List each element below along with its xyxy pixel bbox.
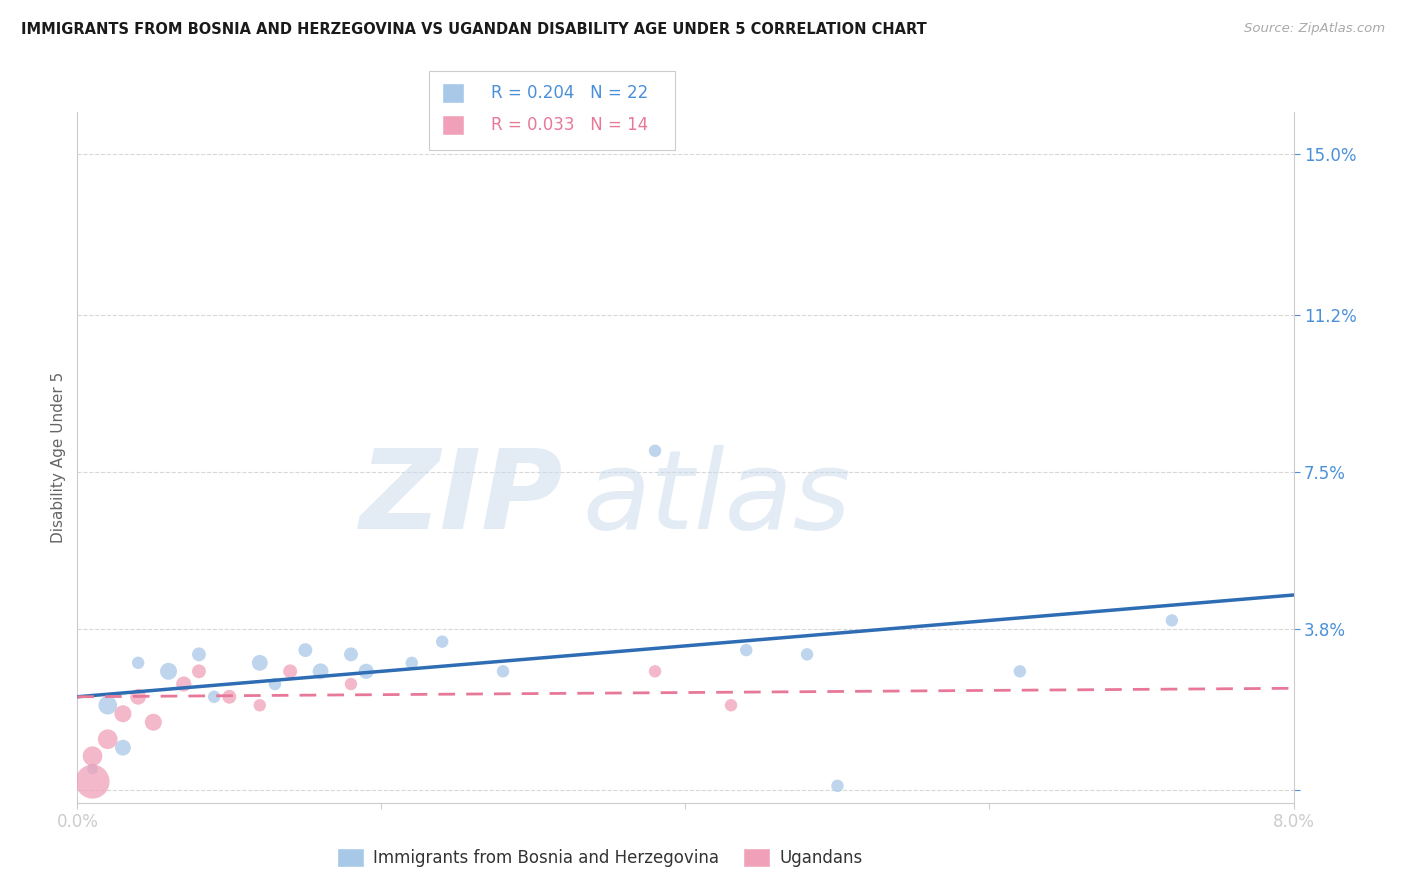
Point	[82, 762, 104, 776]
Point	[401, 656, 423, 670]
Point	[249, 656, 271, 670]
Point	[340, 648, 363, 662]
Point	[827, 779, 849, 793]
Point	[309, 665, 332, 679]
Text: R = 0.033   N = 14: R = 0.033 N = 14	[491, 116, 648, 134]
Point	[188, 648, 211, 662]
Text: ZIP: ZIP	[360, 445, 564, 552]
Text: IMMIGRANTS FROM BOSNIA AND HERZEGOVINA VS UGANDAN DISABILITY AGE UNDER 5 CORRELA: IMMIGRANTS FROM BOSNIA AND HERZEGOVINA V…	[21, 22, 927, 37]
Point	[82, 749, 104, 764]
Point	[492, 665, 515, 679]
Point	[340, 677, 363, 691]
Point	[1161, 614, 1184, 628]
Point	[294, 643, 316, 657]
Point	[111, 706, 134, 721]
Point	[278, 665, 301, 679]
Point	[249, 698, 271, 713]
Point	[82, 774, 104, 789]
Text: R = 0.204   N = 22: R = 0.204 N = 22	[491, 84, 648, 102]
Point	[97, 732, 120, 747]
Point	[97, 698, 120, 713]
Point	[720, 698, 742, 713]
Point	[644, 665, 666, 679]
Legend: Immigrants from Bosnia and Herzegovina, Ugandans: Immigrants from Bosnia and Herzegovina, …	[332, 842, 869, 874]
Point	[127, 690, 149, 704]
Y-axis label: Disability Age Under 5: Disability Age Under 5	[51, 372, 66, 542]
Point	[157, 665, 180, 679]
Point	[354, 665, 377, 679]
Point	[111, 740, 134, 755]
Point	[127, 656, 149, 670]
Text: atlas: atlas	[582, 445, 851, 552]
Point	[796, 648, 818, 662]
Point	[735, 643, 758, 657]
Point	[264, 677, 287, 691]
Point	[1008, 665, 1031, 679]
Point	[142, 715, 165, 730]
Point	[644, 443, 666, 458]
Text: Source: ZipAtlas.com: Source: ZipAtlas.com	[1244, 22, 1385, 36]
Point	[432, 634, 454, 648]
Point	[202, 690, 225, 704]
Point	[173, 677, 195, 691]
Point	[218, 690, 240, 704]
Point	[188, 665, 211, 679]
